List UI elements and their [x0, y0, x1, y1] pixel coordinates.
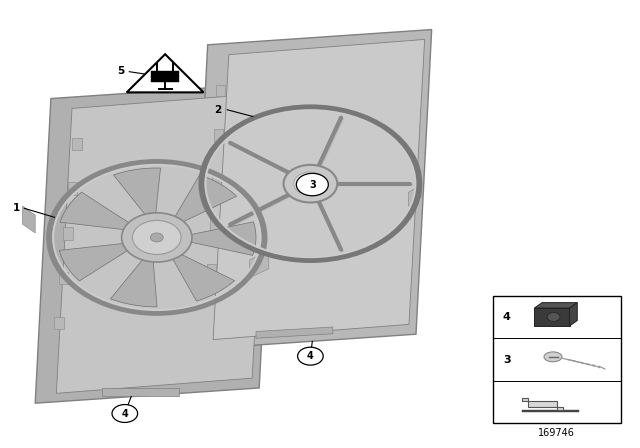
Polygon shape	[570, 303, 577, 326]
Polygon shape	[127, 54, 204, 92]
Text: 169746: 169746	[538, 428, 575, 438]
Bar	[212, 174, 221, 186]
Bar	[68, 182, 77, 195]
Polygon shape	[185, 222, 256, 255]
Polygon shape	[173, 175, 237, 224]
Ellipse shape	[544, 352, 562, 362]
Circle shape	[294, 172, 327, 195]
Text: 3: 3	[309, 180, 316, 190]
Circle shape	[298, 347, 323, 365]
Bar	[534, 308, 570, 326]
Bar	[493, 296, 621, 423]
Polygon shape	[22, 206, 35, 233]
Circle shape	[122, 213, 192, 262]
Polygon shape	[192, 30, 431, 349]
Bar	[210, 219, 219, 231]
Bar	[216, 85, 225, 96]
Polygon shape	[171, 252, 234, 301]
Polygon shape	[534, 303, 577, 308]
Bar	[59, 272, 68, 284]
Text: 1: 1	[12, 203, 20, 213]
Text: 4: 4	[503, 312, 511, 322]
Polygon shape	[250, 251, 269, 278]
Polygon shape	[408, 184, 421, 206]
Polygon shape	[213, 39, 425, 340]
Text: 5: 5	[116, 66, 124, 76]
Circle shape	[547, 313, 560, 322]
Bar	[72, 138, 82, 150]
Bar	[214, 129, 223, 141]
Circle shape	[296, 173, 328, 196]
Polygon shape	[56, 93, 268, 393]
Text: 4: 4	[307, 351, 314, 361]
Polygon shape	[111, 256, 157, 307]
Polygon shape	[102, 388, 179, 396]
Text: 2: 2	[214, 105, 221, 115]
Polygon shape	[60, 243, 132, 281]
Polygon shape	[60, 192, 133, 230]
Bar	[54, 317, 64, 329]
Text: 3: 3	[503, 354, 511, 365]
Circle shape	[150, 233, 163, 242]
Polygon shape	[256, 327, 333, 338]
Polygon shape	[35, 83, 275, 403]
Circle shape	[112, 405, 138, 422]
Bar	[207, 264, 216, 276]
Bar	[151, 71, 179, 82]
Polygon shape	[522, 410, 579, 412]
Bar	[63, 227, 73, 240]
Polygon shape	[113, 168, 161, 218]
Polygon shape	[522, 398, 563, 410]
Text: 4: 4	[122, 409, 128, 418]
Circle shape	[132, 220, 181, 254]
Circle shape	[284, 165, 337, 202]
